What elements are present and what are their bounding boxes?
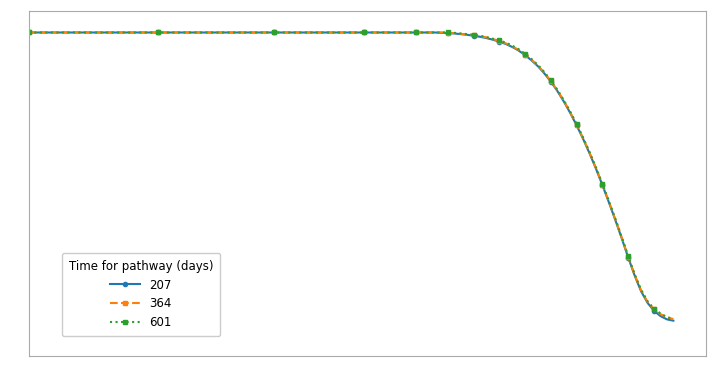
364	[57, 30, 66, 35]
364	[534, 63, 542, 68]
207	[24, 30, 33, 35]
364	[24, 30, 33, 35]
207	[444, 31, 452, 35]
601	[585, 150, 594, 154]
207	[514, 48, 523, 53]
364	[444, 30, 452, 35]
207	[585, 151, 594, 156]
207	[669, 318, 678, 323]
Line: 364: 364	[27, 30, 675, 321]
601	[514, 47, 523, 52]
364	[514, 48, 523, 52]
601	[669, 317, 678, 321]
207	[546, 79, 555, 84]
364	[546, 79, 555, 83]
Legend: 207, 364, 601: 207, 364, 601	[62, 253, 220, 336]
Line: 207: 207	[27, 30, 675, 323]
Line: 601: 601	[27, 30, 675, 321]
601	[546, 78, 555, 83]
207	[534, 64, 542, 69]
601	[57, 30, 66, 35]
364	[585, 151, 594, 155]
207	[57, 30, 66, 35]
601	[24, 30, 33, 35]
601	[534, 63, 542, 67]
364	[669, 317, 678, 321]
601	[444, 30, 452, 35]
